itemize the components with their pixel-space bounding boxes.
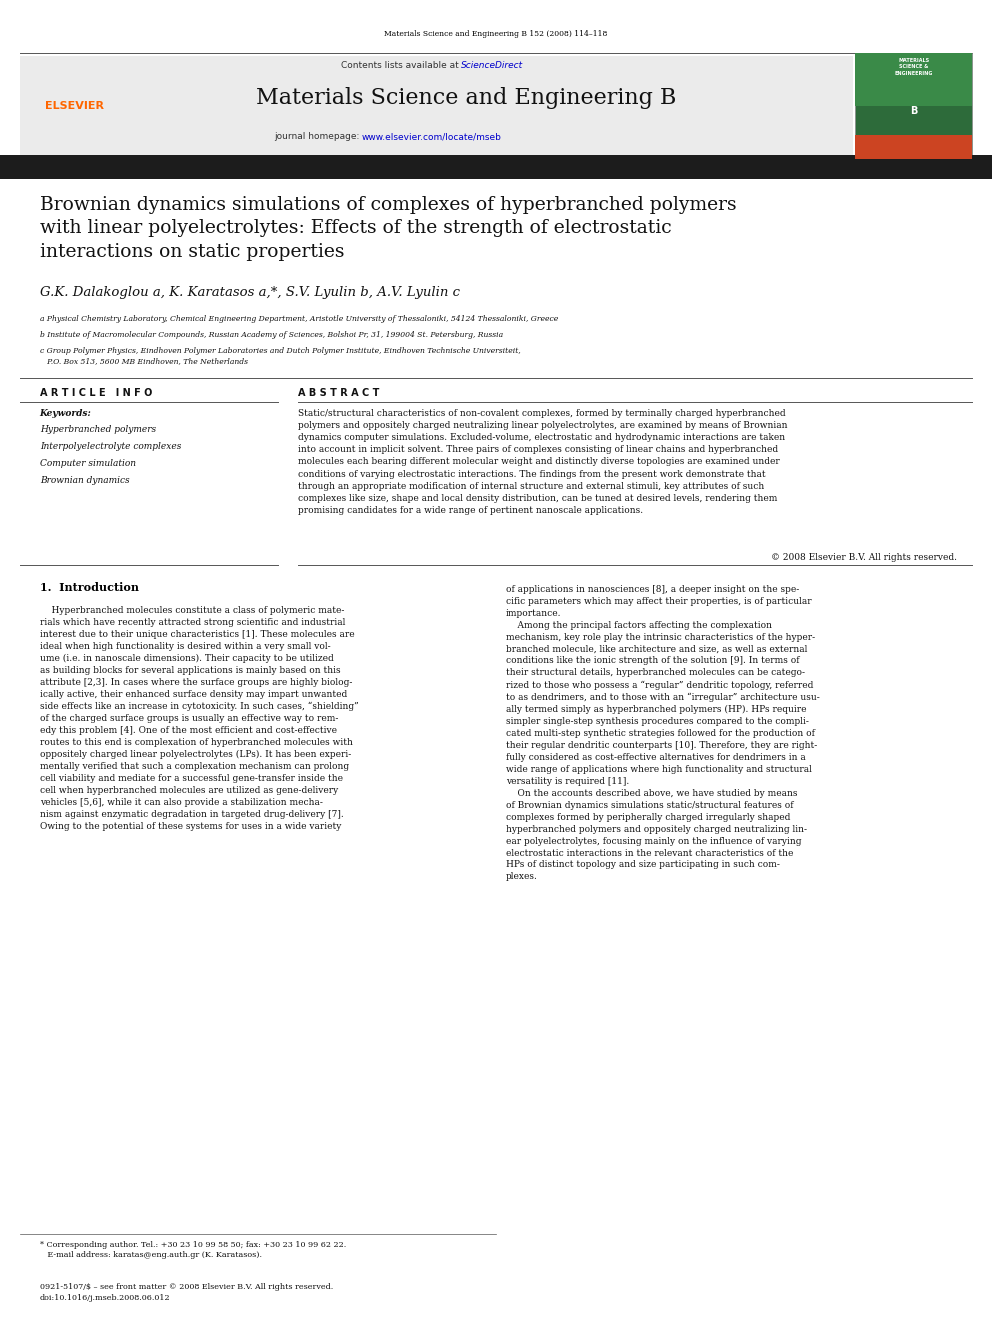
Text: b Institute of Macromolecular Compounds, Russian Academy of Sciences, Bolshoi Pr: b Institute of Macromolecular Compounds,… (40, 331, 503, 339)
Text: c Group Polymer Physics, Eindhoven Polymer Laboratories and Dutch Polymer Instit: c Group Polymer Physics, Eindhoven Polym… (40, 347, 521, 365)
FancyBboxPatch shape (855, 53, 972, 106)
Text: * Corresponding author. Tel.: +30 23 10 99 58 50; fax: +30 23 10 99 62 22.
   E-: * Corresponding author. Tel.: +30 23 10 … (40, 1241, 346, 1259)
Text: ScienceDirect: ScienceDirect (461, 61, 524, 70)
Text: Materials Science and Engineering B 152 (2008) 114–118: Materials Science and Engineering B 152 … (384, 30, 608, 38)
Text: ELSEVIER: ELSEVIER (45, 101, 103, 111)
FancyBboxPatch shape (20, 56, 853, 156)
Text: Interpolyelectrolyte complexes: Interpolyelectrolyte complexes (40, 442, 182, 451)
Text: Brownian dynamics simulations of complexes of hyperbranched polymers
with linear: Brownian dynamics simulations of complex… (40, 196, 736, 261)
Text: Hyperbranched polymers: Hyperbranched polymers (40, 425, 156, 434)
Text: 1.  Introduction: 1. Introduction (40, 582, 139, 593)
Text: B: B (910, 106, 918, 116)
Text: Brownian dynamics: Brownian dynamics (40, 476, 129, 486)
Text: Hyperbranched molecules constitute a class of polymeric mate-
rials which have r: Hyperbranched molecules constitute a cla… (40, 606, 358, 831)
Text: Materials Science and Engineering B: Materials Science and Engineering B (256, 87, 677, 110)
Text: A R T I C L E   I N F O: A R T I C L E I N F O (40, 388, 152, 398)
Text: journal homepage:: journal homepage: (274, 132, 362, 142)
Text: Static/structural characteristics of non-covalent complexes, formed by terminall: Static/structural characteristics of non… (298, 409, 787, 515)
Text: of applications in nanosciences [8], a deeper insight on the spe-
cific paramete: of applications in nanosciences [8], a d… (506, 585, 819, 881)
Text: www.elsevier.com/locate/mseb: www.elsevier.com/locate/mseb (362, 132, 502, 142)
Text: MATERIALS
SCIENCE &
ENGINEERING: MATERIALS SCIENCE & ENGINEERING (895, 58, 932, 75)
Text: © 2008 Elsevier B.V. All rights reserved.: © 2008 Elsevier B.V. All rights reserved… (772, 553, 957, 562)
Text: Contents lists available at: Contents lists available at (340, 61, 461, 70)
FancyBboxPatch shape (855, 53, 972, 159)
Text: a Physical Chemistry Laboratory, Chemical Engineering Department, Aristotle Univ: a Physical Chemistry Laboratory, Chemica… (40, 315, 558, 323)
Text: G.K. Dalakoglou a, K. Karatasos a,*, S.V. Lyulin b, A.V. Lyulin c: G.K. Dalakoglou a, K. Karatasos a,*, S.V… (40, 286, 459, 299)
FancyBboxPatch shape (0, 155, 992, 179)
Text: 0921-5107/$ – see front matter © 2008 Elsevier B.V. All rights reserved.
doi:10.: 0921-5107/$ – see front matter © 2008 El… (40, 1283, 333, 1302)
Text: A B S T R A C T: A B S T R A C T (298, 388, 379, 398)
Text: Computer simulation: Computer simulation (40, 459, 136, 468)
Text: Keywords:: Keywords: (40, 409, 91, 418)
FancyBboxPatch shape (855, 135, 972, 159)
